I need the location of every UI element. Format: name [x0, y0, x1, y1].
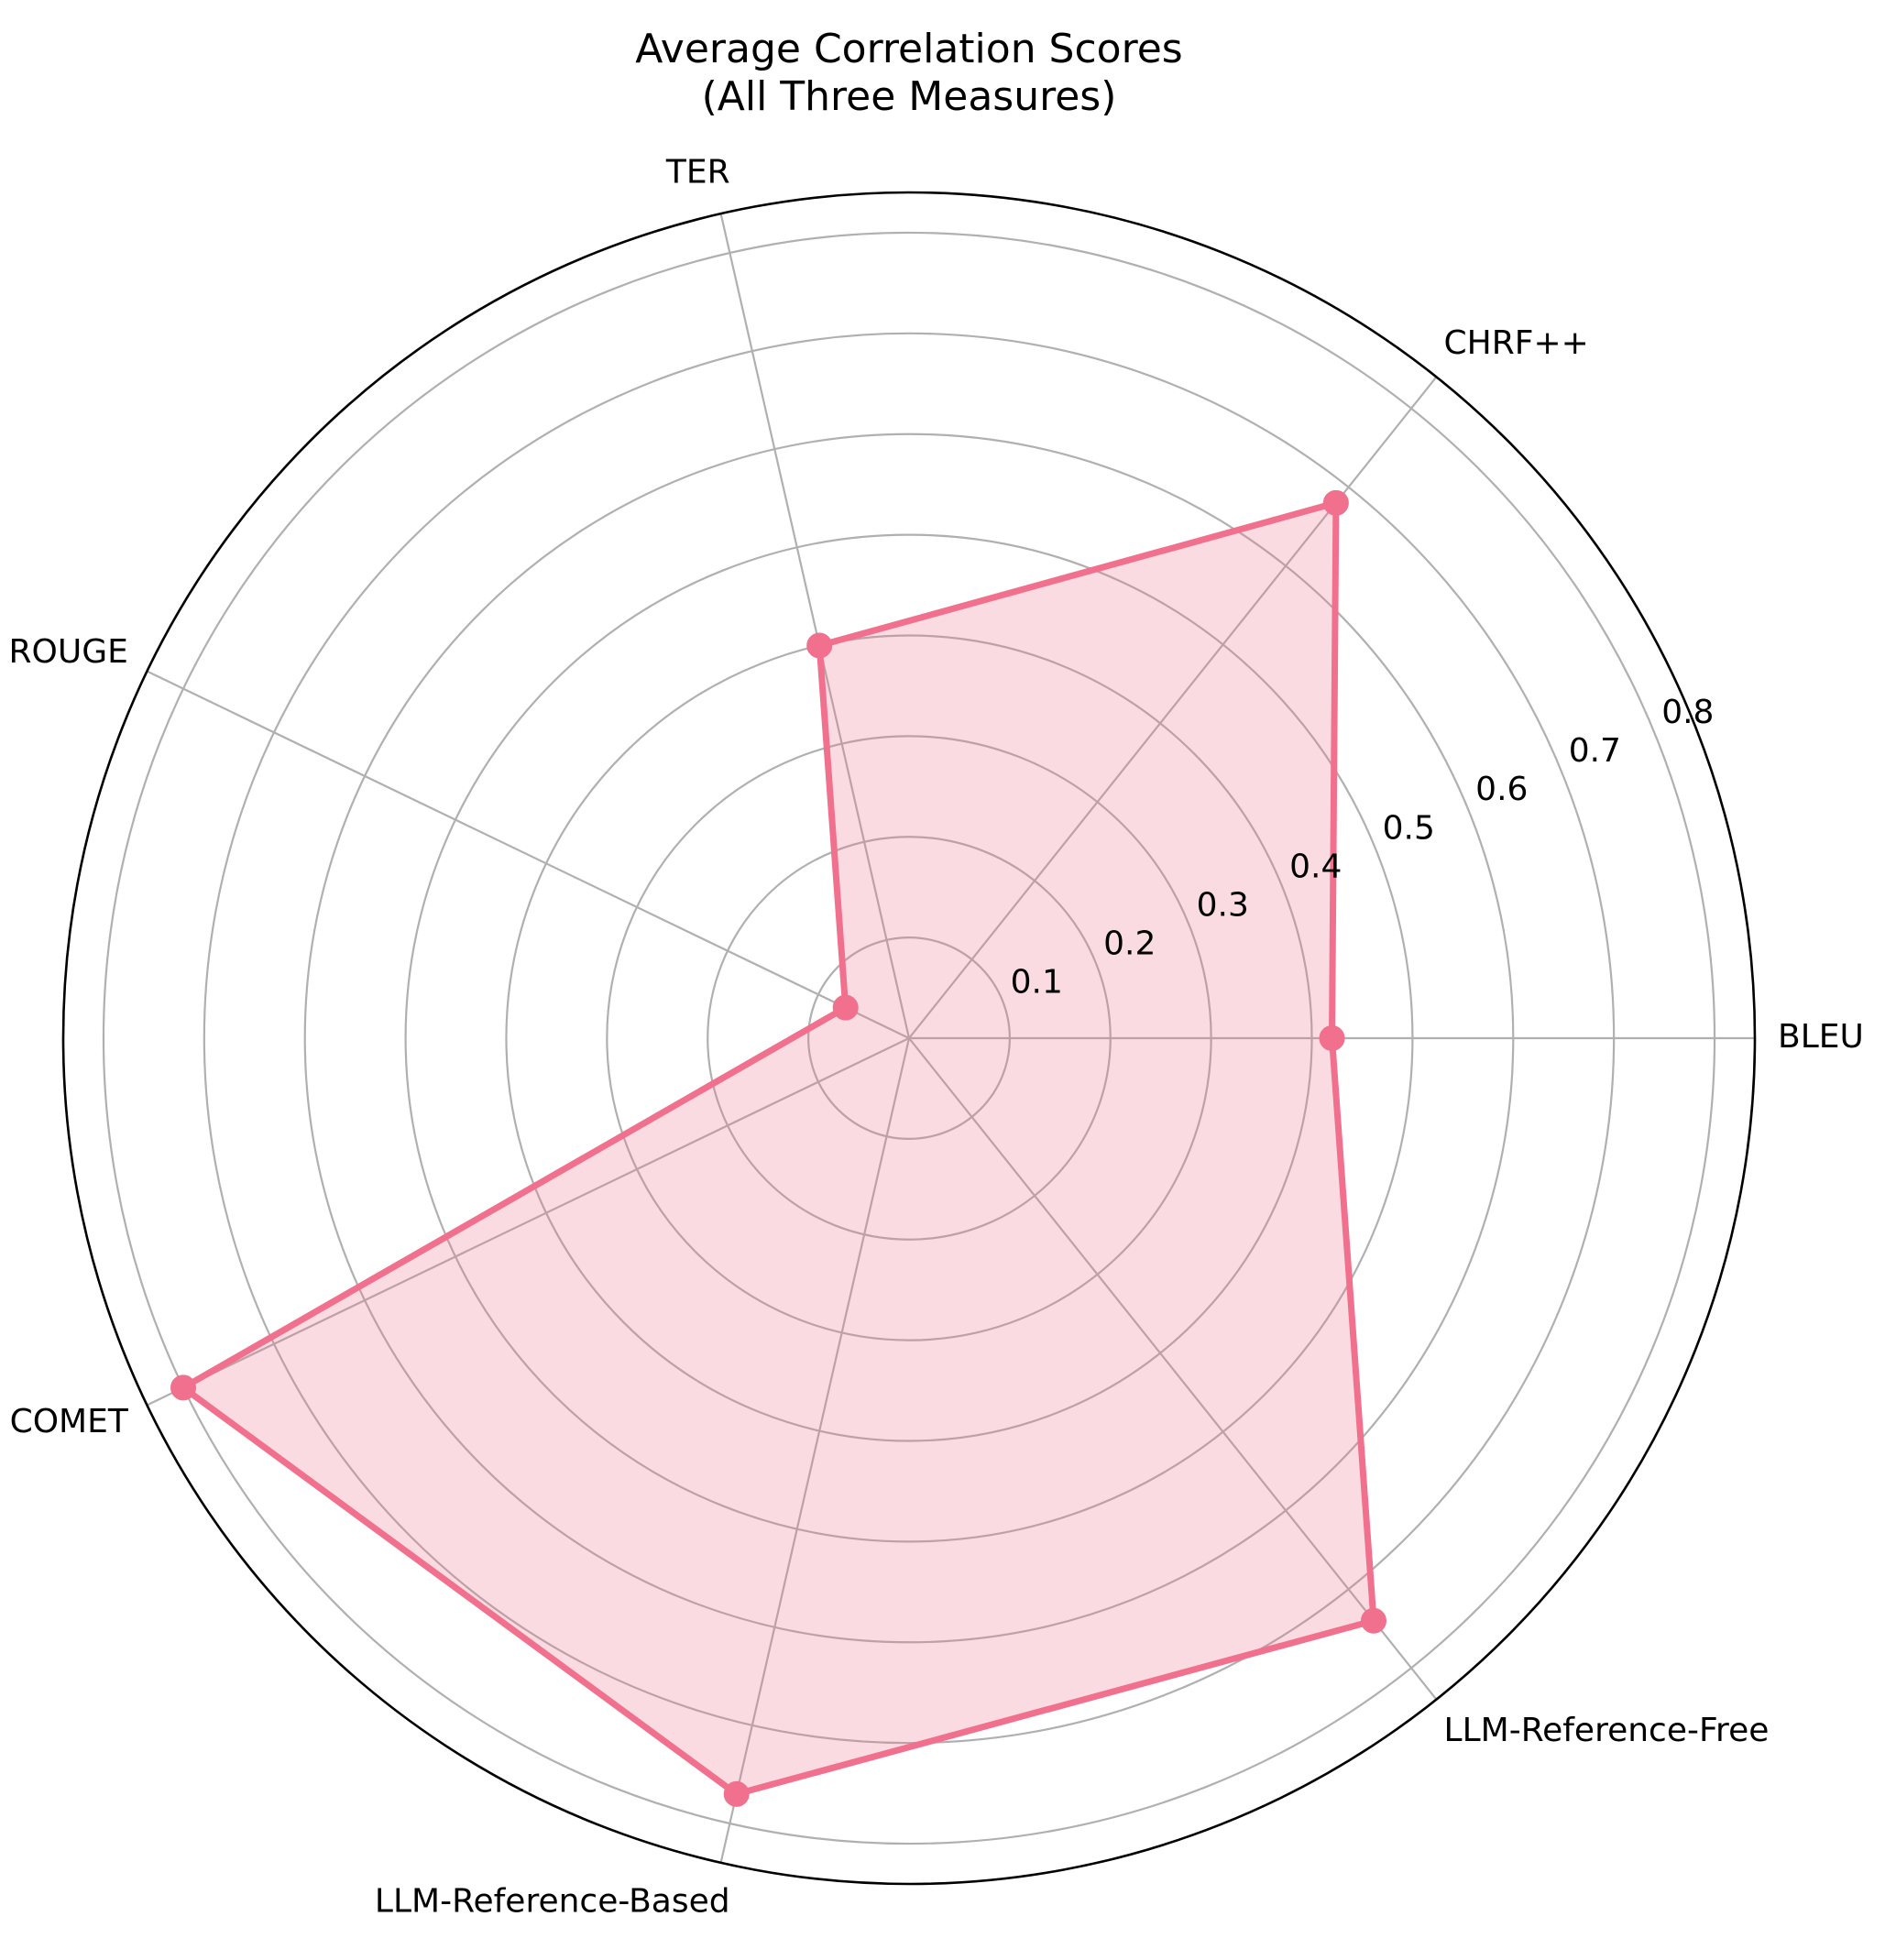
data-point-chrf- — [1322, 489, 1349, 516]
spoke-6 — [719, 1037, 911, 1864]
polar-frame — [61, 191, 1757, 1886]
r-tick-label: 0.1 — [1011, 963, 1063, 1001]
category-label-comet: COMET — [10, 1403, 129, 1440]
category-label-ter: TER — [665, 153, 730, 191]
r-tick-label: 0.6 — [1475, 771, 1528, 808]
spoke-5 — [146, 1037, 910, 1407]
spoke-7 — [908, 1037, 1438, 1701]
r-tick-label: 0.8 — [1661, 694, 1714, 731]
radar-labels: 0.1 0.2 0.3 0.4 0.5 0.6 0.7 0.8 BLEU CHRF++ TER ROU… — [9, 153, 1864, 1920]
r-tick-label: 0.7 — [1569, 732, 1621, 770]
r-tick-label: 0.2 — [1103, 925, 1156, 962]
data-point-comet — [170, 1374, 197, 1401]
r-tick-label: 0.5 — [1383, 809, 1435, 847]
series-area — [183, 502, 1374, 1794]
data-point-llm-reference-based — [723, 1780, 750, 1807]
r-tick-label: 0.3 — [1197, 886, 1249, 924]
data-point-bleu — [1319, 1025, 1345, 1051]
category-label-chrf-: CHRF++ — [1444, 324, 1589, 362]
category-label-llm-reference-free: LLM-Reference-Free — [1444, 1712, 1770, 1749]
radar-series — [170, 489, 1386, 1807]
category-label-llm-reference-based: LLM-Reference-Based — [375, 1883, 730, 1921]
data-point-rouge — [832, 994, 859, 1021]
data-point-llm-reference-free — [1360, 1607, 1386, 1634]
series-line — [180, 499, 1377, 1798]
category-label-bleu: BLEU — [1778, 1018, 1864, 1056]
spoke-2 — [908, 376, 1438, 1039]
spoke-3 — [719, 213, 911, 1039]
spoke-4 — [146, 670, 910, 1039]
chart-title-line-1: Average Correlation Scores — [635, 26, 1182, 72]
data-point-ter — [806, 632, 833, 659]
r-tick-label: 0.4 — [1289, 848, 1342, 885]
category-label-rouge: ROUGE — [9, 633, 128, 671]
chart-title-line-2: (All Three Measures) — [702, 73, 1117, 120]
